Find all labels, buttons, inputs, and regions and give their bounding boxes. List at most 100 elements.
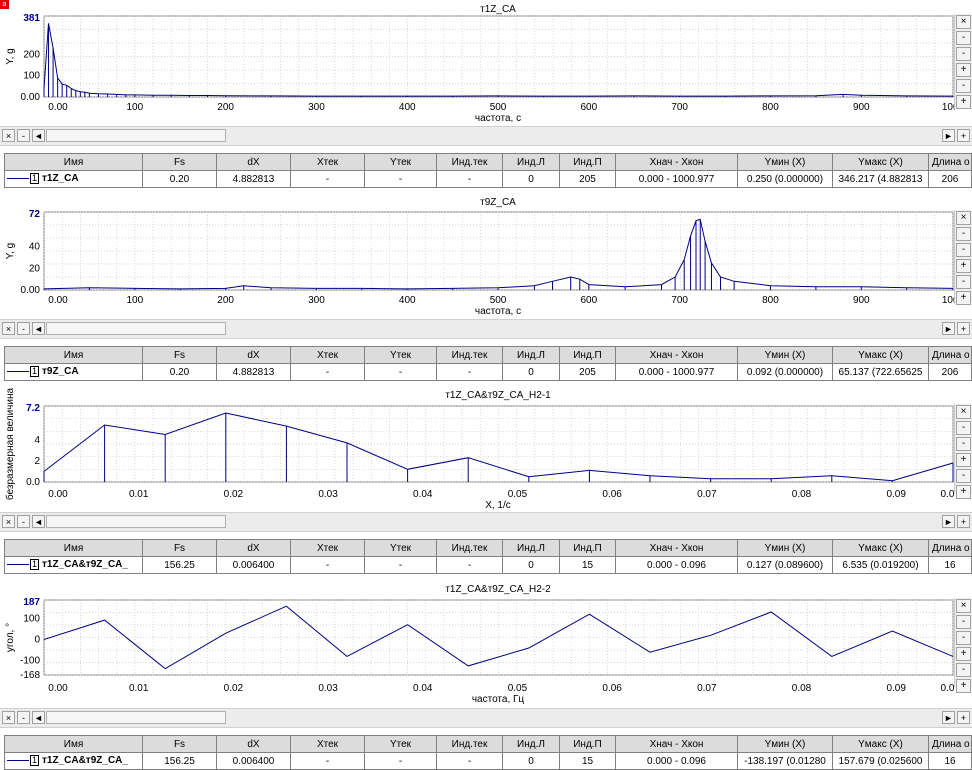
scroll-close-button[interactable]: × bbox=[2, 711, 15, 724]
y-tick-label: -100 bbox=[20, 656, 40, 667]
zoom-in-button[interactable]: + bbox=[956, 647, 971, 661]
close-plot-button[interactable]: × bbox=[956, 15, 971, 29]
y-tick-label: 4 bbox=[34, 435, 40, 446]
expand-button[interactable]: + bbox=[956, 95, 971, 109]
table-cell: 0 bbox=[502, 170, 560, 188]
scroll-right-button[interactable]: ► bbox=[942, 711, 955, 724]
zoom-in-button[interactable]: + bbox=[956, 259, 971, 273]
scroll-zoom-in-button[interactable]: + bbox=[957, 322, 970, 335]
zoom-out-button[interactable]: - bbox=[956, 421, 971, 435]
horizontal-scrollbar[interactable]: × - ◄ ► + bbox=[0, 708, 972, 728]
series-name: т1Z_CA&т9Z_CA_ bbox=[42, 755, 128, 767]
scroll-zoom-out-button[interactable]: - bbox=[17, 322, 30, 335]
x-tick-label: 100 bbox=[126, 295, 143, 306]
scroll-left-button[interactable]: ◄ bbox=[32, 129, 45, 142]
scroll-down-button[interactable]: - bbox=[956, 663, 971, 677]
table-header-cell: Yтек bbox=[364, 153, 437, 171]
table-row[interactable]: 1 т1Z_CA 0.20 4.882813- - -0 205 0.000 - 1000.9… bbox=[4, 170, 972, 188]
scroll-right-button[interactable]: ► bbox=[942, 515, 955, 528]
scroll-thumb[interactable] bbox=[46, 129, 226, 142]
scroll-thumb[interactable] bbox=[46, 711, 226, 724]
x-tick-label: 0.03 bbox=[318, 489, 338, 500]
table-cell: 6.535 (0.019200) bbox=[832, 556, 929, 574]
scroll-zoom-in-button[interactable]: + bbox=[957, 129, 970, 142]
scroll-zoom-out-button[interactable]: - bbox=[17, 129, 30, 142]
series-name-cell[interactable]: 1 т1Z_CA bbox=[4, 170, 143, 188]
scroll-left-button[interactable]: ◄ bbox=[32, 515, 45, 528]
scroll-left-button[interactable]: ◄ bbox=[32, 711, 45, 724]
table-cell: 0.127 (0.089600) bbox=[737, 556, 833, 574]
x-tick-label: 1001 bbox=[942, 102, 955, 113]
plot-area[interactable] bbox=[43, 15, 954, 98]
table-cell: - bbox=[290, 556, 365, 574]
scroll-zoom-out-button[interactable]: - bbox=[17, 711, 30, 724]
table-header-cell: Инд.П bbox=[559, 735, 616, 753]
scroll-close-button[interactable]: × bbox=[2, 515, 15, 528]
table-row[interactable]: 1 т1Z_CA&т9Z_CA_ 156.25 0.006400- - -0 15 0.000… bbox=[4, 752, 972, 770]
table-row[interactable]: 1 т1Z_CA&т9Z_CA_ 156.25 0.006400- - -0 15 0.000… bbox=[4, 556, 972, 574]
table-header-cell: Имя bbox=[4, 153, 143, 171]
expand-button[interactable]: + bbox=[956, 291, 971, 305]
table-header-cell: Yтек bbox=[364, 346, 437, 364]
horizontal-scrollbar[interactable]: × - ◄ ► + bbox=[0, 512, 972, 532]
table-cell: - bbox=[364, 170, 437, 188]
scroll-zoom-in-button[interactable]: + bbox=[957, 711, 970, 724]
scroll-down-button[interactable]: - bbox=[956, 275, 971, 289]
y-max-label: 72 bbox=[29, 209, 41, 220]
table-header-cell: Yмин (X) bbox=[737, 735, 833, 753]
scroll-up-button[interactable]: - bbox=[956, 631, 971, 645]
scroll-thumb[interactable] bbox=[46, 515, 226, 528]
series-name-cell[interactable]: 1 т1Z_CA&т9Z_CA_ bbox=[4, 752, 143, 770]
zoom-out-button[interactable]: - bbox=[956, 227, 971, 241]
close-plot-button[interactable]: × bbox=[956, 211, 971, 225]
x-tick-label: 0.04 bbox=[413, 489, 433, 500]
table-header-cell: Инд.П bbox=[559, 153, 616, 171]
table-cell: - bbox=[436, 170, 503, 188]
scroll-zoom-out-button[interactable]: - bbox=[17, 515, 30, 528]
scroll-up-button[interactable]: - bbox=[956, 437, 971, 451]
table-cell: - bbox=[290, 752, 365, 770]
table-header-cell: Yмин (X) bbox=[737, 346, 833, 364]
scroll-close-button[interactable]: × bbox=[2, 129, 15, 142]
scroll-close-button[interactable]: × bbox=[2, 322, 15, 335]
scroll-down-button[interactable]: - bbox=[956, 469, 971, 483]
table-cell: 15 bbox=[559, 752, 616, 770]
table-row[interactable]: 1 т9Z_CA 0.20 4.882813- - -0 205 0.000 - 1000.9… bbox=[4, 363, 972, 381]
scroll-up-button[interactable]: - bbox=[956, 243, 971, 257]
table-header-cell: Инд.Л bbox=[502, 735, 560, 753]
table-header-cell: Инд.тек bbox=[436, 153, 503, 171]
expand-button[interactable]: + bbox=[956, 679, 971, 693]
plot-area[interactable] bbox=[43, 405, 954, 483]
close-plot-button[interactable]: × bbox=[956, 405, 971, 419]
series-legend-swatch bbox=[7, 760, 29, 762]
series-table: Имя Fs dX Xтек Yтек Инд.тек Инд.Л Инд.П Xнач - X… bbox=[4, 735, 972, 770]
x-tick-label: 0.01 bbox=[129, 489, 149, 500]
chart-panel-4: т1Z_CA&т9Z_CA_H2-2 0.00 0.01 0.02 0.03 0.04 0.… bbox=[5, 584, 955, 705]
scroll-zoom-in-button[interactable]: + bbox=[957, 515, 970, 528]
table-header-cell: Инд.П bbox=[559, 346, 616, 364]
x-tick-label: 0.06 bbox=[602, 683, 622, 694]
series-line bbox=[43, 412, 954, 482]
horizontal-scrollbar[interactable]: × - ◄ ► + bbox=[0, 126, 972, 146]
zoom-out-button[interactable]: - bbox=[956, 615, 971, 629]
scroll-right-button[interactable]: ► bbox=[942, 129, 955, 142]
scroll-up-button[interactable]: - bbox=[956, 47, 971, 61]
scroll-right-button[interactable]: ► bbox=[942, 322, 955, 335]
horizontal-scrollbar[interactable]: × - ◄ ► + bbox=[0, 319, 972, 339]
plot-side-toolbar: × - - + - + bbox=[954, 14, 972, 109]
zoom-in-button[interactable]: + bbox=[956, 453, 971, 467]
table-cell: 206 bbox=[928, 170, 972, 188]
scroll-left-button[interactable]: ◄ bbox=[32, 322, 45, 335]
close-plot-button[interactable]: × bbox=[956, 599, 971, 613]
series-name-cell[interactable]: 1 т9Z_CA bbox=[4, 363, 143, 381]
scroll-down-button[interactable]: - bbox=[956, 79, 971, 93]
series-name-cell[interactable]: 1 т1Z_CA&т9Z_CA_ bbox=[4, 556, 143, 574]
panel-corner-marker: a bbox=[0, 0, 9, 9]
expand-button[interactable]: + bbox=[956, 485, 971, 499]
x-axis-label: частота, Гц bbox=[472, 694, 525, 705]
plot-side-toolbar: × - - + - + bbox=[954, 598, 972, 693]
zoom-in-button[interactable]: + bbox=[956, 63, 971, 77]
y-tick-label: 20 bbox=[29, 263, 41, 274]
scroll-thumb[interactable] bbox=[46, 322, 226, 335]
zoom-out-button[interactable]: - bbox=[956, 31, 971, 45]
